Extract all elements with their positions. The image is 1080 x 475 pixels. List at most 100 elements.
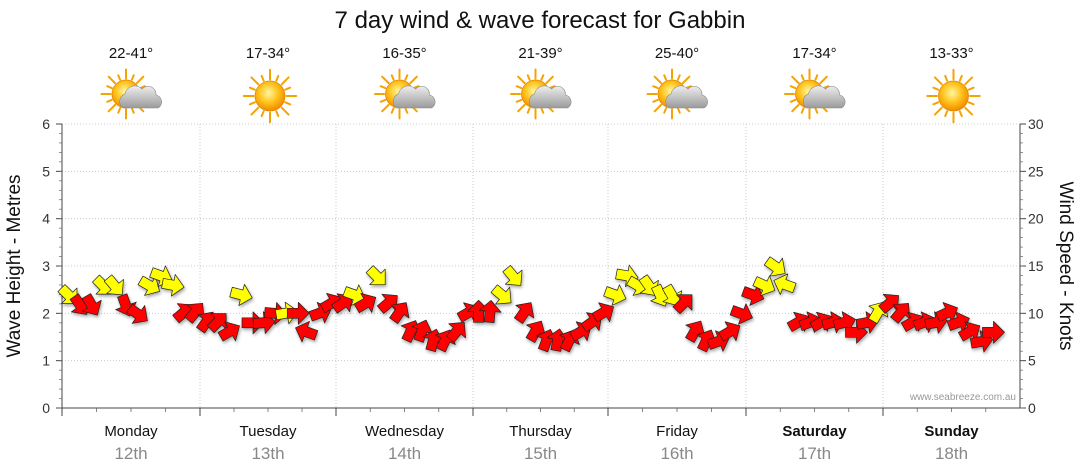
wind-arrows (57, 256, 1005, 353)
day-temp-range: 17-34° (246, 45, 290, 62)
sun-ray (964, 106, 974, 116)
right-tick-label: 5 (1028, 353, 1036, 369)
sun-ray (248, 101, 256, 106)
day-date-label: 12th (114, 444, 147, 463)
wind-arrow (184, 302, 205, 324)
wind-arrow (478, 299, 502, 324)
sun-ray (379, 85, 387, 90)
sun-ray (275, 110, 280, 118)
cloud-icon (802, 85, 846, 109)
partly-cloudy-icon (646, 68, 708, 120)
sun-ray (130, 74, 135, 81)
sun-ray (964, 76, 974, 86)
sun-ray (135, 75, 145, 85)
sun-ray (280, 76, 290, 86)
left-tick-label: 5 (42, 163, 50, 179)
wind-arrow (490, 284, 512, 305)
sun-ray (250, 106, 260, 116)
sun-ray (652, 98, 659, 103)
wind-arrow (365, 265, 386, 286)
wind-arrow (603, 284, 627, 306)
wind-arrow (591, 302, 615, 323)
partly-cloudy-icon (100, 68, 162, 120)
cloud-icon (665, 85, 708, 109)
sun-ray (106, 85, 113, 90)
sun-ray (932, 101, 940, 106)
right-tick-label: 30 (1028, 116, 1044, 132)
sun-ray (676, 107, 681, 114)
cloud-shape (119, 85, 162, 109)
watermark: www.seabreeze.com.au (909, 392, 1016, 403)
sun-ray (933, 76, 943, 86)
sun-ray (515, 98, 523, 103)
cloud-shape (665, 85, 708, 109)
sun-ray (944, 74, 949, 82)
sun-ray (517, 75, 526, 85)
sun-ray (652, 85, 659, 90)
wind-arrow (982, 320, 1005, 344)
sun-ray (130, 107, 135, 114)
wind-arrow (718, 321, 741, 342)
sun-ray (275, 74, 280, 82)
day-name-label: Wednesday (365, 423, 444, 440)
wind-arrow (217, 321, 240, 342)
partly-cloudy-icon (784, 68, 846, 120)
cloud-icon (528, 85, 572, 109)
sun-ray (663, 107, 668, 114)
sun-ray (526, 107, 531, 114)
sun-ray (540, 74, 545, 81)
sun-ray (280, 106, 290, 116)
sun-ray (681, 75, 691, 85)
left-tick-label: 6 (42, 116, 50, 132)
sun-disc (254, 80, 286, 112)
day-date-label: 13th (251, 444, 284, 463)
right-axis-ticks: 0 5 10 15 20 25 30 (1020, 116, 1044, 416)
sun-ray (814, 107, 819, 114)
x-axis-labels: Monday 12th Tuesday 13th Wednesday 14th Thursd… (61, 408, 987, 463)
day-name-label: Friday (656, 423, 698, 440)
wind-arrow (81, 293, 102, 316)
sun-ray (117, 74, 122, 81)
left-tick-label: 0 (42, 400, 50, 416)
wind-arrow (878, 293, 900, 314)
sun-ray (117, 107, 122, 114)
weather-row: 22-41° 17-34° 16-35° 21-39° 25-40° 17-34° 13-3… (100, 45, 981, 124)
sun-ray (390, 74, 395, 81)
day-name-label: Sunday (924, 423, 979, 440)
sun-ray (250, 76, 260, 86)
wind-arrow (763, 256, 786, 277)
wind-arrow (502, 265, 523, 286)
right-tick-label: 25 (1028, 163, 1044, 179)
sun-ray (814, 74, 819, 81)
day-date-label: 15th (524, 444, 557, 463)
sun-ray (381, 103, 390, 113)
sun-ray (932, 86, 940, 91)
wind-arrow (206, 313, 227, 334)
day-date-label: 16th (660, 444, 693, 463)
sun-ray (517, 103, 526, 113)
day-name-label: Tuesday (240, 423, 297, 440)
sun-ray (284, 86, 292, 91)
right-tick-label: 20 (1028, 211, 1044, 227)
sun-ray (526, 74, 531, 81)
grid-lines (62, 123, 1020, 408)
sun-ray (260, 74, 265, 82)
cloud-shape (528, 85, 572, 109)
sun-ray (789, 85, 797, 90)
left-axis-title: Wave Height - Metres (4, 174, 25, 357)
wind-arrow (662, 283, 683, 307)
sun-ray (260, 110, 265, 118)
sun-disc (938, 80, 969, 112)
wind-arrow (729, 303, 753, 325)
wind-arrow (957, 321, 981, 342)
cloud-icon (392, 85, 436, 109)
wind-arrow (103, 274, 124, 296)
day-temp-range: 13-33° (929, 45, 973, 62)
day-temp-range: 25-40° (655, 45, 699, 62)
wind-arrow (445, 321, 466, 343)
sun-ray (800, 74, 805, 81)
wind-arrow (331, 293, 353, 314)
day-date-label: 18th (935, 444, 968, 463)
right-tick-label: 15 (1028, 258, 1044, 274)
